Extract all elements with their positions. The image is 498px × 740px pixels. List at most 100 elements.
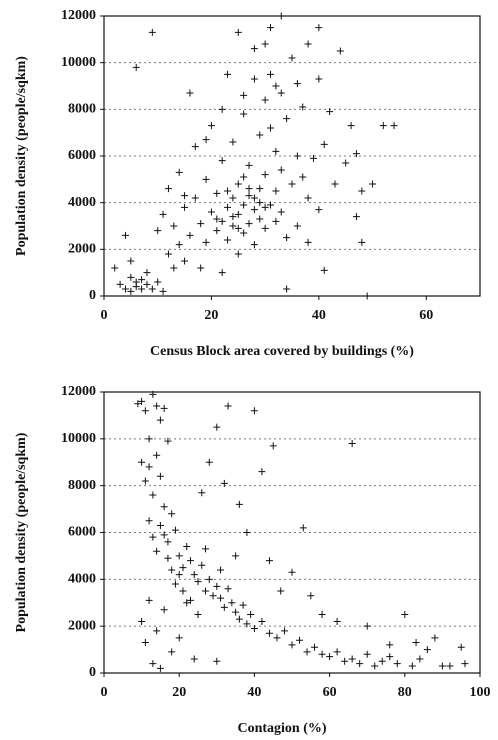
point: [412, 639, 420, 647]
point: [261, 96, 269, 104]
point: [121, 231, 129, 239]
point: [386, 641, 394, 649]
point: [315, 24, 323, 32]
point: [132, 283, 140, 291]
point: [134, 400, 142, 408]
point: [299, 103, 307, 111]
point: [153, 627, 161, 635]
y-tick-label: 12000: [61, 8, 96, 23]
point: [277, 587, 285, 595]
point: [280, 627, 288, 635]
point: [213, 657, 221, 665]
point: [307, 592, 315, 600]
point: [283, 285, 291, 293]
point: [293, 222, 301, 230]
x-tick-label: 100: [470, 685, 491, 700]
point: [348, 440, 356, 448]
point: [156, 416, 164, 424]
point: [277, 208, 285, 216]
point: [378, 657, 386, 665]
point: [232, 552, 240, 560]
point: [247, 610, 255, 618]
point: [235, 500, 243, 508]
point: [318, 650, 326, 658]
point: [431, 634, 439, 642]
point: [127, 273, 135, 281]
point: [243, 529, 251, 536]
point: [296, 636, 304, 644]
point: [333, 617, 341, 625]
point: [197, 220, 205, 228]
point: [181, 203, 189, 211]
point: [171, 526, 179, 534]
point: [202, 238, 210, 246]
point: [240, 201, 248, 209]
point: [160, 531, 168, 539]
point: [304, 238, 312, 246]
point: [234, 224, 242, 232]
point: [220, 479, 228, 487]
point: [218, 157, 226, 165]
point: [154, 278, 162, 286]
point: [245, 161, 253, 169]
point: [304, 194, 312, 202]
point: [326, 653, 334, 661]
point: [181, 192, 189, 200]
point: [149, 491, 157, 499]
point: [386, 653, 394, 661]
point: [261, 224, 269, 232]
point: [299, 173, 307, 181]
point: [243, 620, 251, 628]
point: [234, 28, 242, 36]
point: [143, 280, 151, 288]
point: [250, 75, 258, 83]
point: [315, 206, 323, 214]
point: [261, 203, 269, 211]
point: [186, 89, 194, 97]
point: [217, 594, 225, 602]
point: [352, 150, 360, 158]
point: [347, 122, 355, 130]
point: [358, 238, 366, 246]
point: [148, 285, 156, 293]
point: [213, 215, 221, 223]
point: [205, 458, 213, 466]
point: [293, 80, 301, 88]
point: [245, 192, 253, 200]
point: [153, 547, 161, 555]
point: [232, 608, 240, 616]
y-tick-label: 12000: [61, 384, 96, 399]
point: [141, 639, 149, 647]
x-tick-label: 40: [247, 685, 261, 700]
point: [390, 122, 398, 130]
point: [164, 538, 172, 546]
point: [250, 206, 258, 214]
point: [213, 189, 221, 197]
point: [183, 543, 191, 551]
point: [277, 166, 285, 174]
point: [245, 220, 253, 228]
point: [333, 648, 341, 656]
point: [202, 136, 210, 144]
point: [138, 397, 146, 405]
point: [250, 241, 258, 249]
point: [283, 115, 291, 123]
point: [149, 660, 157, 668]
point: [218, 105, 226, 113]
point: [261, 40, 269, 48]
point: [224, 203, 232, 211]
point: [186, 557, 194, 565]
point: [457, 643, 465, 651]
point: [148, 28, 156, 36]
y-axis-label: Population density (people/sqkm): [14, 56, 29, 256]
x-axis-label: Census Block area covered by buildings (…: [150, 344, 414, 359]
point: [164, 437, 172, 445]
x-tick-label: 60: [323, 685, 337, 700]
point: [363, 622, 371, 630]
x-tick-label: 0: [101, 685, 108, 700]
y-tick-label: 4000: [68, 572, 96, 587]
point: [175, 634, 183, 642]
point: [446, 662, 454, 670]
point: [175, 571, 183, 579]
point: [358, 187, 366, 195]
